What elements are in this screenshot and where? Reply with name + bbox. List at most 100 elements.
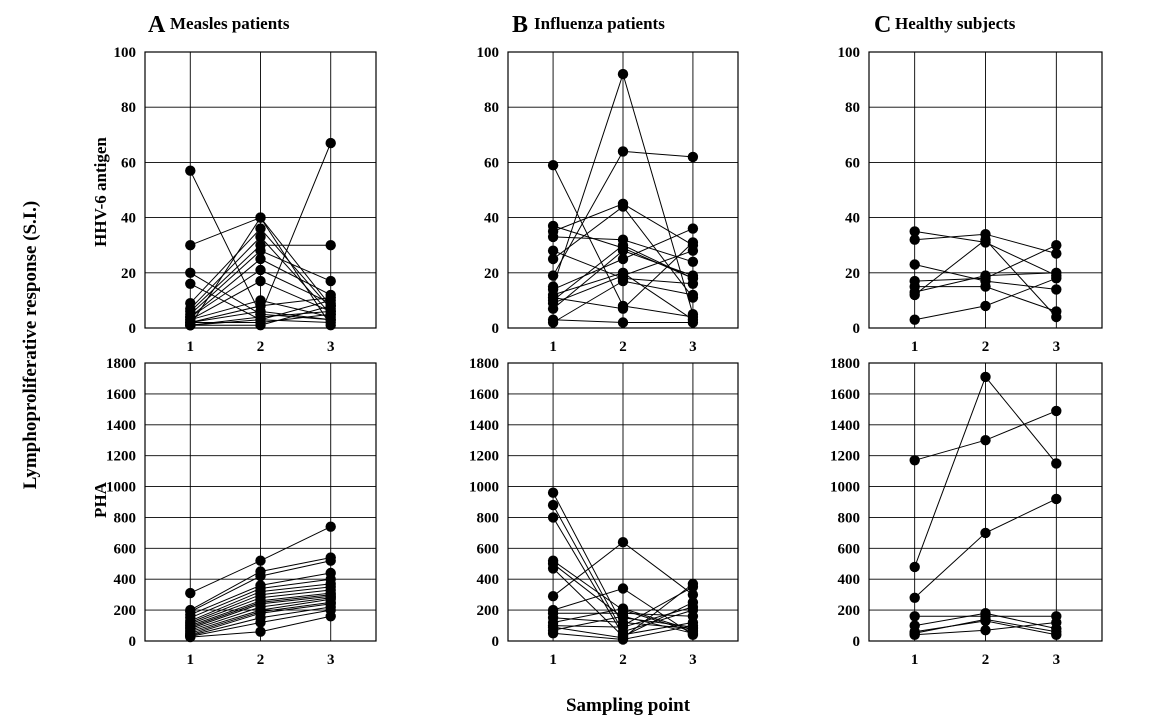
panel-b-pha-data-point [547, 591, 559, 602]
panel-a-hhv6-data-point [325, 240, 336, 251]
panel-a-pha-data-point [325, 521, 336, 532]
panel-c-pha-data-point [980, 527, 991, 539]
panel-b-hhv6-data-point [687, 223, 699, 234]
panel-c-hhv6-data-point [909, 226, 920, 237]
panel-a-hhv6-xtick-label: 3 [327, 339, 335, 355]
panel-b-pha-data-point [687, 589, 699, 600]
panel-b-hhv6-ytick-label: 0 [492, 321, 500, 337]
panel-b-hhv6-data-point [687, 289, 699, 301]
panel-b-hhv6-data-point [687, 256, 699, 267]
panel-a-hhv6-data-point [255, 231, 266, 243]
panel-a-pha-ytick-label: 800 [114, 510, 137, 526]
panel-c-hhv6-data-point [1051, 240, 1062, 251]
panel-b-hhv6-data-point [687, 151, 699, 163]
panel-c-hhv6-ytick-label: 100 [838, 45, 861, 61]
panel-a-letter: A [148, 12, 166, 38]
panel-a-pha-ytick-label: 1200 [106, 449, 136, 465]
panel-b-pha-data-point [687, 628, 699, 639]
panel-c-hhv6-data-point [1051, 273, 1062, 284]
panel-b-hhv6-data-point [617, 317, 629, 328]
panel-c-hhv6-data-point [980, 270, 991, 281]
panel-c-hhv6-xtick-label: 3 [1053, 339, 1061, 355]
panel-a-hhv6-xtick-label: 1 [187, 339, 195, 355]
panel-c-pha-data-point [1051, 626, 1062, 637]
panel-c-pha-data-point [1051, 405, 1062, 417]
panel-a-pha-ytick-label: 400 [114, 572, 137, 588]
panel-a-hhv6-data-point [325, 320, 336, 331]
chart-panel-c-pha: 0 200 400 600 800 1000 1200 1400 1600 1800 1 2 3 [830, 356, 1103, 668]
panel-c-pha-ytick-label: 1600 [830, 387, 860, 403]
panel-c-hhv6-data-point [980, 234, 991, 245]
panel-c-pha-ytick-label: 1000 [830, 480, 860, 496]
panel-c-pha-ytick-label: 1800 [830, 356, 860, 372]
panel-b-pha-ytick-label: 600 [477, 541, 500, 557]
panel-b-hhv6-data-point [547, 270, 559, 281]
panel-a-hhv6-data-point [255, 275, 266, 287]
panel-b-hhv6-data-point [617, 253, 629, 265]
chart-panel-a-pha: 0 200 400 600 800 1000 1200 1400 1600 1800 1 2 3 [106, 356, 377, 668]
panel-a-pha-data-point [185, 631, 196, 643]
chart-panel-b-hhv6: 0 20 40 60 80 100 1 2 3 [477, 45, 739, 355]
panel-b-title: Influenza patients [534, 14, 665, 33]
panel-b-hhv6-xtick-label: 2 [619, 339, 627, 355]
panel-c-pha-data-point [980, 435, 991, 446]
panel-c-hhv6-data-point [1051, 248, 1062, 259]
panel-a-hhv6-ytick-label: 20 [121, 266, 136, 282]
panel-a-pha-xtick-label: 3 [327, 652, 335, 668]
panel-c-hhv6-xtick-label: 2 [982, 339, 990, 355]
panel-c-pha-data-point [980, 625, 991, 636]
panel-b-hhv6-ytick-label: 60 [484, 155, 499, 171]
chart-panel-b-pha: 0 200 400 600 800 1000 1200 1400 1600 1800 1 2 3 [469, 356, 739, 668]
panel-c-hhv6-data-point [909, 259, 920, 270]
panel-c-hhv6-ytick-label: 40 [845, 211, 860, 227]
panel-a-hhv6-data-point [185, 165, 196, 176]
panel-b-hhv6-data-point [617, 68, 629, 80]
panel-b-pha-xtick-label: 1 [549, 652, 557, 668]
panel-c-pha-ytick-label: 1200 [830, 449, 860, 465]
panel-a-hhv6-ytick-label: 80 [121, 100, 136, 116]
panel-c-pha-data-point [980, 614, 991, 625]
panel-c-letter: C [874, 12, 891, 38]
chart-panel-a-hhv6: 0 20 40 60 80 100 1 2 3 [114, 45, 377, 355]
panel-c-hhv6-data-point [980, 281, 991, 292]
panel-a-pha-data-point [185, 587, 196, 599]
panel-a-pha-ytick-label: 1800 [106, 356, 136, 372]
panel-b-pha-data-point [687, 578, 699, 590]
panel-a-hhv6-xtick-label: 2 [257, 339, 265, 355]
panel-c-pha-data-point [909, 592, 920, 603]
panel-a-pha-ytick-label: 1400 [106, 418, 136, 434]
panel-a-hhv6-data-point [185, 278, 196, 289]
panel-c-pha-ytick-label: 600 [838, 541, 861, 557]
panel-c-pha-xtick-label: 3 [1053, 652, 1061, 668]
panel-b-pha-data-point [617, 583, 629, 594]
panel-a-pha-data-point [255, 570, 266, 582]
panel-b-hhv6-data-point [687, 273, 699, 284]
panel-c-pha-data-point [909, 455, 920, 466]
panel-a-hhv6-data-point [325, 275, 336, 287]
panel-b-hhv6-data-point [547, 245, 559, 256]
panel-a-hhv6-ytick-label: 40 [121, 211, 136, 227]
panel-a-hhv6-data-point [325, 309, 336, 320]
panel-b-hhv6-data-point [687, 317, 699, 328]
panel-b-hhv6-data-point [687, 237, 699, 248]
panel-b-hhv6-data-point [687, 245, 699, 256]
panel-b-hhv6-data-point [617, 240, 629, 251]
panel-b-pha-data-point [547, 487, 559, 498]
panel-a-pha-data-point [255, 617, 266, 628]
row-label-hhv6: HHV-6 antigen [91, 137, 110, 247]
panel-b-pha-data-point [617, 611, 629, 622]
panel-c-pha-data-point [1051, 458, 1062, 469]
panel-b-hhv6-data-point [547, 317, 559, 328]
panel-b-hhv6-data-point [547, 303, 559, 314]
panel-c-hhv6-data-point [909, 314, 920, 325]
panel-b-pha-xtick-label: 2 [619, 652, 627, 668]
panel-c-hhv6-ytick-label: 60 [845, 155, 860, 171]
panel-b-pha-data-point [547, 563, 559, 574]
chart-panel-c-hhv6: 0 20 40 60 80 100 1 2 3 [838, 45, 1103, 355]
panel-b-pha-ytick-label: 1600 [469, 387, 499, 403]
panel-c-hhv6-ytick-label: 80 [845, 100, 860, 116]
panel-a-hhv6-data-point [325, 137, 336, 149]
panel-b-pha-data-point [687, 601, 699, 613]
panel-c-pha-data-point [980, 371, 991, 383]
